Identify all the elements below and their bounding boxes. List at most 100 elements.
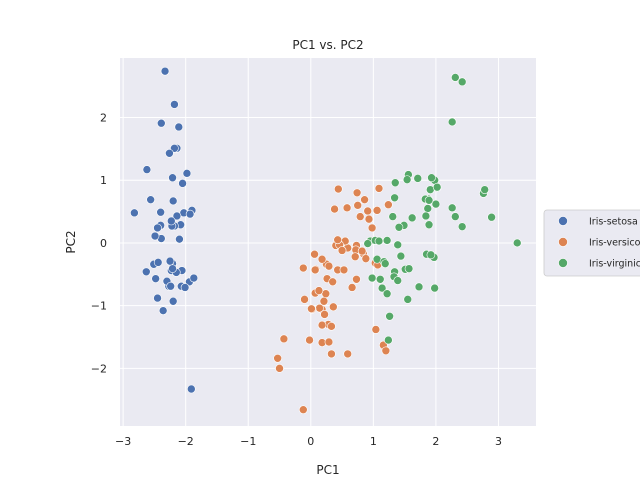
iris-versicolor-point <box>314 286 324 295</box>
iris-setosa-point <box>130 208 139 218</box>
iris-versicolor-point <box>327 349 336 359</box>
iris-versicolor-point <box>307 304 316 314</box>
iris-versicolor-point <box>330 204 339 214</box>
iris-versicolor-point <box>334 184 343 194</box>
iris-versicolor-point <box>361 254 371 263</box>
iris-versicolor-point <box>337 246 347 255</box>
iris-versicolor-point <box>324 337 334 347</box>
iris-versicolor-point <box>333 235 342 245</box>
iris-versicolor-point <box>317 320 327 330</box>
iris-setosa-point <box>151 274 160 283</box>
iris-versicolor-point <box>324 261 334 271</box>
iris-virginica-point <box>480 185 490 194</box>
iris-virginica-legend-marker <box>558 258 568 268</box>
x-tick-label: 0 <box>307 435 314 448</box>
y-tick-label: 0 <box>100 237 107 250</box>
iris-setosa-point <box>146 195 155 204</box>
iris-versicolor-point <box>352 188 362 198</box>
iris-versicolor-point <box>374 184 384 193</box>
iris-virginica-point <box>385 311 394 321</box>
iris-setosa-legend-label: Iris-setosa <box>589 217 638 228</box>
iris-versicolor-point <box>353 201 363 210</box>
legend-items: Iris-setosa Iris-versicolor Iris-virginica <box>558 216 640 270</box>
x-tick-label: −1 <box>240 435 256 448</box>
iris-versicolor-legend-label: Iris-versicolor <box>589 238 640 249</box>
iris-setosa-point <box>165 148 174 158</box>
iris-versicolor-point <box>320 310 329 319</box>
iris-virginica-point <box>423 204 433 213</box>
plot-area-background <box>120 58 536 426</box>
iris-setosa-point <box>168 264 177 273</box>
iris-versicolor-point <box>298 405 308 415</box>
iris-setosa-point <box>187 384 196 394</box>
iris-setosa-point <box>182 169 192 178</box>
iris-virginica-point <box>382 289 392 299</box>
iris-virginica-point <box>375 275 385 284</box>
iris-virginica-point <box>451 212 460 221</box>
y-tick-label: 1 <box>100 174 107 187</box>
iris-virginica-point <box>402 175 412 184</box>
data-points <box>130 66 522 415</box>
iris-versicolor-point <box>342 203 352 213</box>
y-axis-label: PC2 <box>64 230 78 253</box>
iris-virginica-point <box>447 117 457 127</box>
grid-lines <box>120 58 536 426</box>
iris-versicolor-point <box>364 214 374 224</box>
iris-setosa-point <box>175 234 184 244</box>
iris-versicolor-point <box>363 206 373 216</box>
iris-versicolor-point <box>300 295 309 304</box>
iris-setosa-point <box>156 118 166 128</box>
iris-virginica-point <box>390 178 400 188</box>
iris-versicolor-point <box>355 212 365 221</box>
iris-versicolor-point <box>310 249 319 259</box>
legend: Iris-setosa Iris-versicolor Iris-virginica <box>543 209 640 277</box>
iris-virginica-point <box>421 211 431 221</box>
iris-virginica-point <box>432 182 442 192</box>
iris-versicolor-point <box>273 353 282 363</box>
iris-versicolor-point <box>371 325 381 334</box>
iris-versicolor-point <box>350 252 360 262</box>
x-tick-label: 3 <box>495 435 502 448</box>
iris-setosa-point <box>185 209 195 219</box>
iris-versicolor-point <box>328 277 337 287</box>
iris-setosa-point <box>153 223 162 233</box>
iris-virginica-point <box>413 174 423 183</box>
iris-setosa-point <box>153 258 163 267</box>
iris-virginica-point <box>451 73 460 82</box>
iris-virginica-point <box>447 203 457 213</box>
iris-versicolor-point <box>357 246 367 256</box>
iris-setosa-point <box>153 293 162 303</box>
iris-virginica-point <box>382 236 392 245</box>
iris-setosa-point <box>165 256 175 266</box>
iris-virginica-point <box>374 236 384 246</box>
iris-versicolor-legend-marker <box>558 237 568 247</box>
iris-setosa-point <box>158 306 168 315</box>
iris-versicolor-point <box>372 206 382 215</box>
iris-versicolor-point <box>305 335 314 345</box>
y-tick-label: −1 <box>91 300 107 313</box>
iris-versicolor-point <box>310 265 320 275</box>
iris-setosa-point <box>178 179 187 188</box>
iris-virginica-point <box>457 222 467 231</box>
iris-versicolor-point <box>319 296 329 306</box>
iris-virginica-point <box>431 199 441 209</box>
x-tick-labels: −3 −2 −1 0 1 2 3 <box>115 435 502 448</box>
y-tick-labels: −2 −1 0 1 2 <box>91 112 107 376</box>
iris-virginica-point <box>393 240 403 250</box>
iris-setosa-point <box>160 66 170 76</box>
iris-virginica-point <box>388 212 398 221</box>
x-axis-label: PC1 <box>316 463 339 477</box>
iris-versicolor-point <box>317 254 327 264</box>
iris-virginica-legend-label: Iris-virginica <box>589 259 640 270</box>
iris-setosa-legend-marker <box>558 216 568 226</box>
iris-virginica-point <box>407 213 417 223</box>
iris-versicolor-point <box>384 200 393 209</box>
iris-virginica-point <box>424 196 434 205</box>
iris-virginica-point <box>427 173 436 183</box>
chart-title: PC1 vs. PC2 <box>292 38 363 52</box>
iris-versicolor-point <box>343 349 353 359</box>
iris-setosa-point <box>189 273 199 283</box>
iris-virginica-point <box>426 250 436 260</box>
iris-setosa-point <box>166 216 176 226</box>
